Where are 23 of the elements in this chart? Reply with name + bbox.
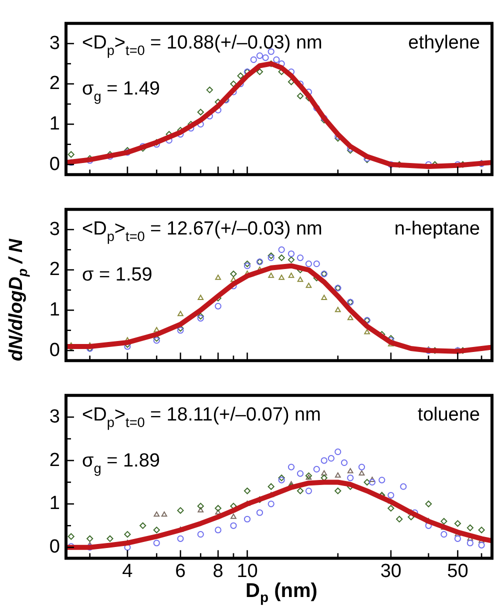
y-tick-label: 0 [49,536,60,558]
y-tick-label: 3 [49,32,60,54]
x-tick-label: 6 [175,560,186,582]
y-tick-label: 1 [49,493,60,514]
y-tick-label: 3 [49,406,60,428]
annotation: toluene [418,404,480,426]
y-tick-label: 3 [49,218,60,240]
annotation: σ = 1.59 [82,264,152,286]
x-tick-label: 10 [236,560,258,582]
annotation: ethylene [408,32,480,54]
y-tick-label: 2 [49,73,60,94]
y-tick-label: 2 [49,259,60,280]
y-tick-label: 1 [49,113,60,134]
y-tick-label: 2 [49,450,60,471]
x-tick-label: 8 [212,560,224,582]
y-tick-label: 1 [49,299,60,320]
x-tick-label: 4 [122,560,134,582]
x-axis-title: D$_{p}$ (nm) [244,580,318,605]
y-tick-label: 0 [49,154,60,175]
x-tick-label: 30 [380,560,402,582]
annotation: n-heptane [394,218,480,240]
x-tick-label: 50 [447,560,468,582]
y-tick-label: 0 [49,340,60,361]
